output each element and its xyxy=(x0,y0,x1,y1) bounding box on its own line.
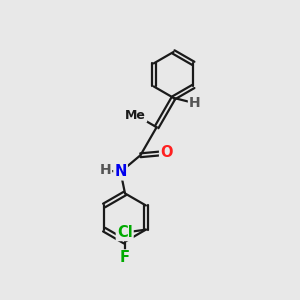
Text: Me: Me xyxy=(125,109,146,122)
Text: Cl: Cl xyxy=(117,225,133,240)
Text: N: N xyxy=(114,164,127,179)
Text: H: H xyxy=(189,96,201,110)
Text: F: F xyxy=(120,250,130,266)
Text: O: O xyxy=(160,146,172,160)
Text: H: H xyxy=(100,164,111,177)
